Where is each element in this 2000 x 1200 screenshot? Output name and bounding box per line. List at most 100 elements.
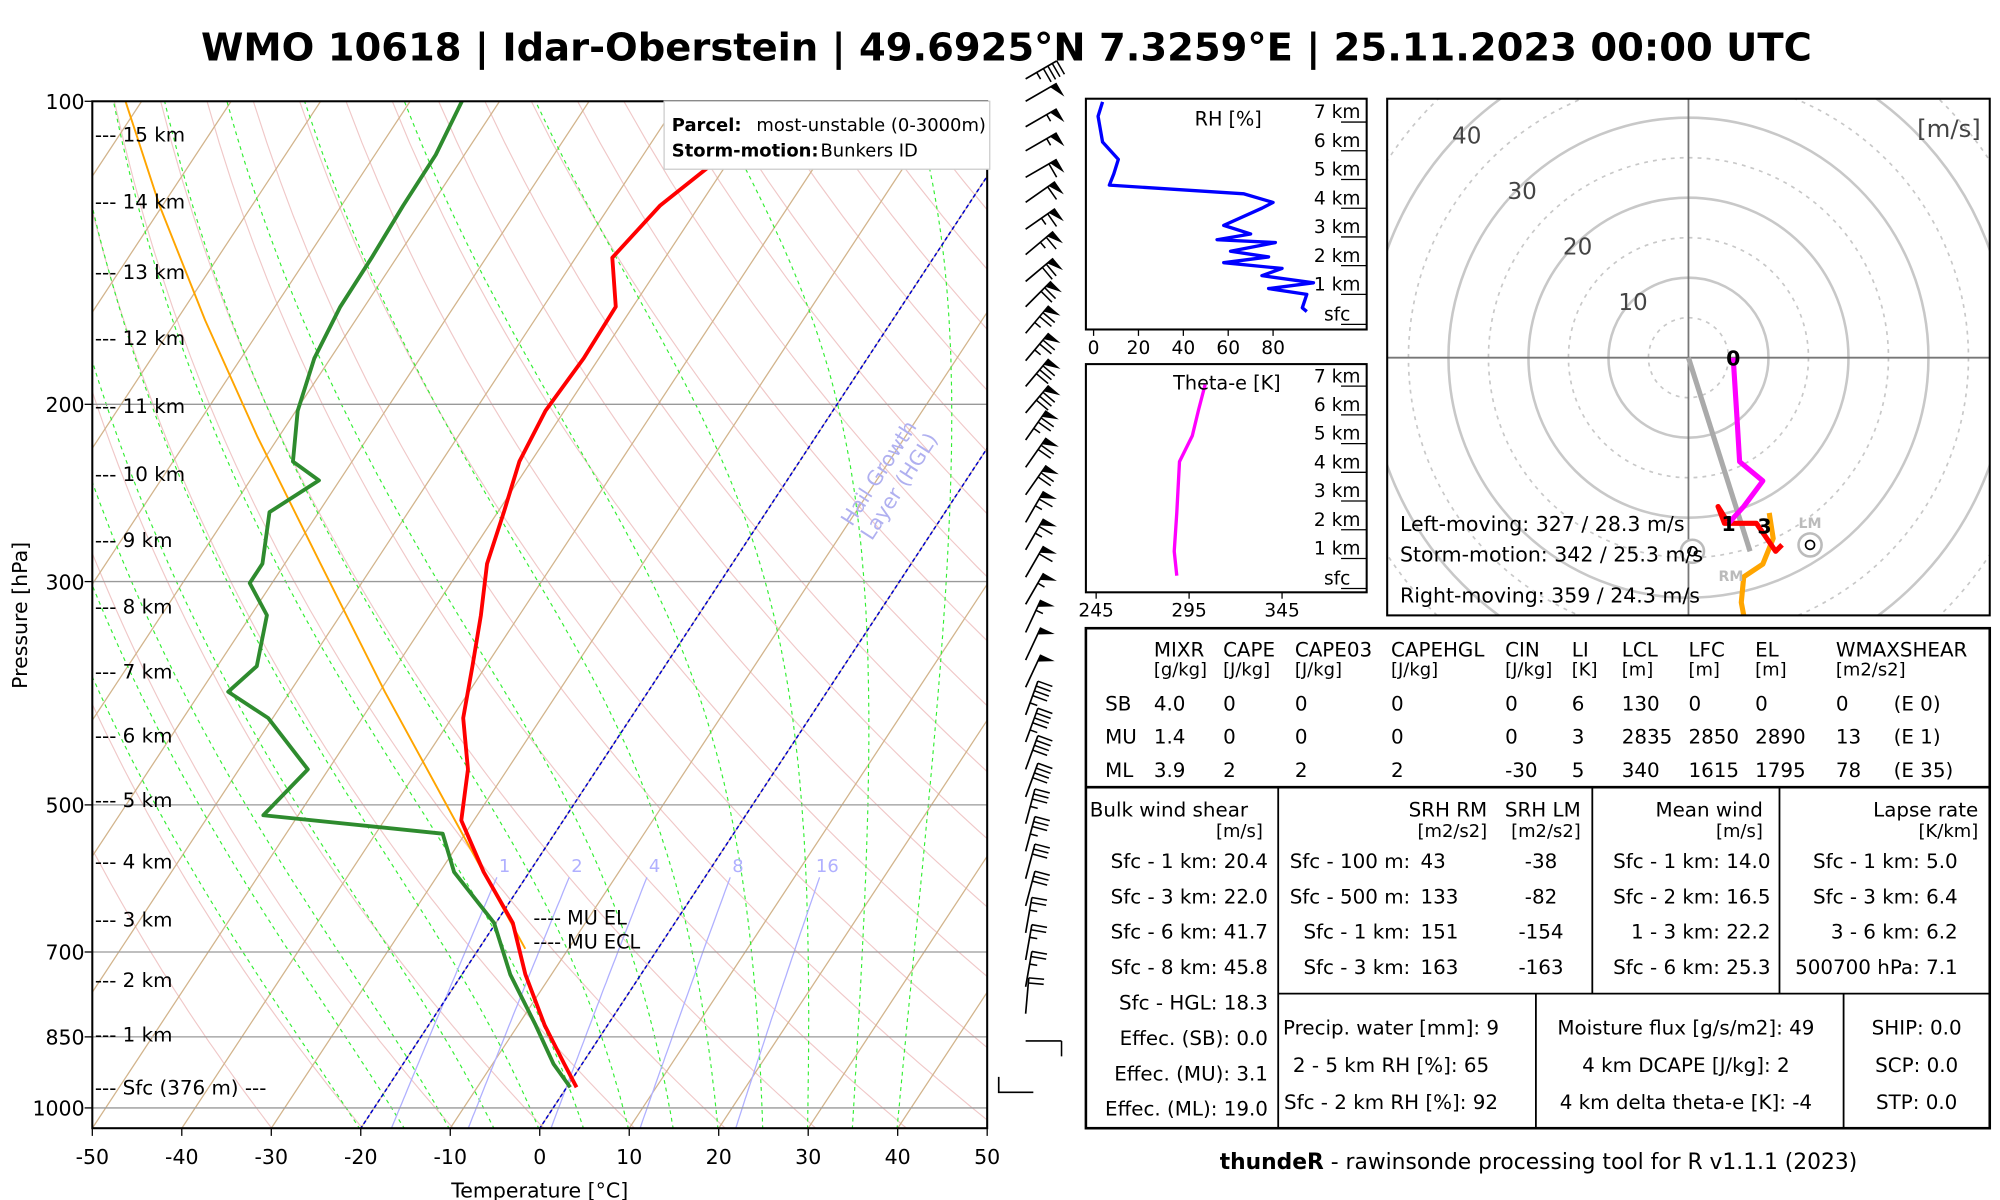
height-label: --- 14 km <box>95 191 185 214</box>
table-cell: 0 <box>1295 692 1308 715</box>
dry-adiabat-line <box>92 208 636 1129</box>
barb-full <box>1042 391 1056 403</box>
storm-motion-text: Storm-motion: 342 / 25.3 m/s <box>1400 543 1703 567</box>
ring-label: 40 <box>1452 124 1481 150</box>
height-label: --- 5 km <box>95 789 173 812</box>
column-header: WMAXSHEAR <box>1836 638 1968 661</box>
x-tick-label: -50 <box>76 1145 109 1169</box>
x-tick-label: 0 <box>1088 338 1100 359</box>
barb-half <box>1036 72 1042 80</box>
table-cell: 78 <box>1836 759 1861 782</box>
x-tick-label: 50 <box>974 1145 1000 1169</box>
table-cell: 0 <box>1505 726 1518 749</box>
column-header: CAPE03 <box>1295 638 1372 661</box>
barb-flag <box>1050 83 1065 97</box>
rh-title: RH [%] <box>1195 108 1262 131</box>
isotherm-line <box>92 101 501 722</box>
mean-wind-item: Sfc - 6 km: 25.3 <box>1613 956 1770 979</box>
barb-half <box>1029 909 1038 913</box>
table-cell: 2 <box>1295 759 1308 782</box>
moisture-item: Sfc - 2 km RH [%]: 92 <box>1284 1091 1498 1114</box>
column-header: CAPE <box>1223 638 1275 661</box>
x-tick-label: -20 <box>344 1145 377 1169</box>
ring-label: 10 <box>1618 290 1647 316</box>
wind-barb <box>1024 762 1053 798</box>
barb-full <box>1034 772 1050 779</box>
barb-full <box>1041 266 1053 280</box>
barb-staff <box>1024 924 1033 961</box>
barb-staff <box>1024 627 1042 661</box>
height-label: 6 km <box>1314 131 1361 152</box>
rh-panel: RH [%] 7 km 6 km 5 km 4 km 3 km 2 km 1 km sfc 0 2… <box>1084 97 1368 359</box>
table-cell: 0 <box>1391 726 1404 749</box>
barb-half <box>1034 505 1043 511</box>
ring-label: 30 <box>1507 179 1536 205</box>
barb-staff <box>1025 132 1058 152</box>
barb-full <box>1040 444 1055 455</box>
table-cell: 2890 <box>1755 726 1806 749</box>
dry-adiabat-line <box>206 101 908 1129</box>
barb-staff <box>1025 158 1058 179</box>
barb-staff <box>1024 871 1036 907</box>
table-cell: (E 0) <box>1894 692 1941 715</box>
barb-half <box>1034 349 1042 356</box>
y-tick-label: 850 <box>45 1026 84 1050</box>
height-label: 3 km <box>1314 481 1361 502</box>
table-cell: 3.9 <box>1154 759 1186 782</box>
dry-adiabat-line <box>299 101 988 1049</box>
height-marker: 1 <box>1721 512 1735 536</box>
mixing-ratio-label: 2 <box>571 856 582 877</box>
barb-full <box>1039 315 1052 328</box>
dry-adiabat-line <box>92 848 273 1129</box>
barb-flag <box>1039 491 1057 499</box>
moist-adiabat-line <box>112 101 585 1129</box>
x-tick-label: 295 <box>1171 601 1206 622</box>
barb-staff <box>1025 230 1054 256</box>
barb-half <box>1030 805 1038 810</box>
height-label: 3 km <box>1314 217 1361 238</box>
barb-staff <box>1025 257 1054 283</box>
thetae-profile-line <box>1172 384 1207 576</box>
height-label: 2 km <box>1314 246 1361 267</box>
barb-full <box>1037 680 1053 688</box>
y-tick-label: 700 <box>45 941 84 965</box>
barb-flag <box>1043 358 1061 369</box>
mixing-ratio-line <box>467 877 570 1129</box>
hodograph-segment-2 <box>1738 512 1776 616</box>
moist-adiabat-line <box>709 101 870 1129</box>
height-label: 6 km <box>1314 395 1361 416</box>
isotherm-line <box>92 101 322 450</box>
table-cell: 6 <box>1572 692 1585 715</box>
ring-label: 20 <box>1563 235 1592 261</box>
barb-staff <box>1024 951 1033 987</box>
barb-full <box>1037 707 1053 715</box>
section-title: Lapse rate <box>1873 799 1978 822</box>
barb-full <box>1047 213 1058 227</box>
rh-profile-line <box>1096 101 1316 313</box>
srh-label: Sfc - 1 km: <box>1303 921 1410 944</box>
x-tick-label: 80 <box>1261 338 1285 359</box>
barb-half <box>1040 217 1047 225</box>
barb-full <box>1035 712 1051 720</box>
mu-el-label: ---- MU EL <box>533 906 627 929</box>
isotherm-line <box>92 101 232 314</box>
srh-rm-value: 43 <box>1421 850 1446 873</box>
height-label: --- 9 km <box>95 529 173 552</box>
wind-barb <box>1024 680 1053 716</box>
barb-staff <box>1024 762 1039 798</box>
legend-storm-label: Storm-motion: <box>672 140 819 161</box>
column-unit: [J/kg] <box>1223 660 1270 681</box>
section-title: Bulk wind shear <box>1090 799 1249 822</box>
lm-marker-dot <box>1804 539 1816 551</box>
x-tick-label: -40 <box>165 1145 198 1169</box>
srh-label: Sfc - 100 m: <box>1290 850 1411 873</box>
srh-lm-value: -82 <box>1525 885 1557 908</box>
barb-full <box>1035 739 1051 747</box>
barb-full <box>1038 498 1053 508</box>
barb-full <box>1044 287 1057 300</box>
barb-half <box>1046 114 1052 122</box>
mixing-ratio-label: 8 <box>732 856 743 877</box>
wind-barb <box>1024 490 1057 523</box>
barb-full <box>1039 369 1052 381</box>
